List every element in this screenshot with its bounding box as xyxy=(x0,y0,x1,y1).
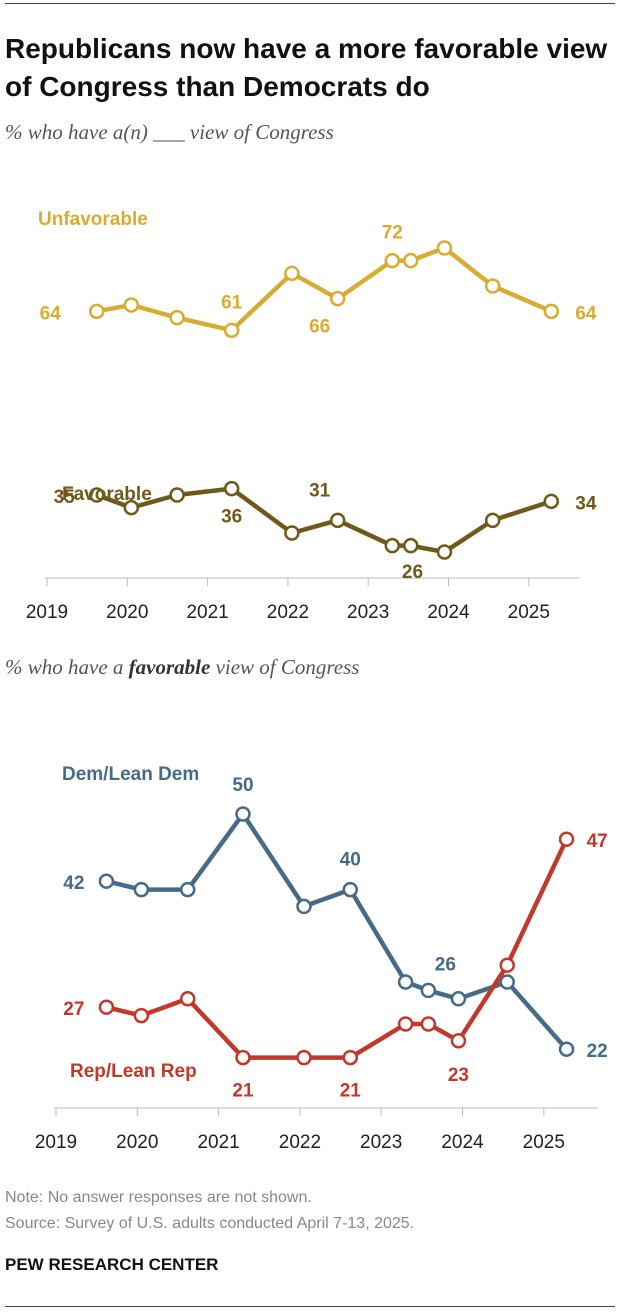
data-point-favorable xyxy=(543,493,560,510)
data-point-rep xyxy=(235,1049,251,1066)
data-label-rep: 47 xyxy=(587,831,608,852)
data-label-rep: 21 xyxy=(340,1081,362,1102)
x-tick-label: 2025 xyxy=(523,1132,565,1153)
x-tick-label: 2021 xyxy=(197,1132,239,1153)
data-point-unfavorable xyxy=(223,322,240,339)
x-tick-label: 2023 xyxy=(347,602,389,623)
data-point-dem xyxy=(296,898,312,915)
data-label-unfavorable: 72 xyxy=(382,223,403,244)
subtitle-suffix: view of Congress xyxy=(210,655,360,679)
x-tick-label: 2024 xyxy=(427,602,470,623)
x-tick-label: 2023 xyxy=(360,1132,402,1153)
data-point-favorable xyxy=(484,512,501,529)
subtitle-prefix: % who have a xyxy=(5,655,129,679)
x-tick-label: 2020 xyxy=(116,1132,158,1153)
data-label-unfavorable: 61 xyxy=(221,292,243,313)
data-point-unfavorable xyxy=(543,303,560,320)
data-point-unfavorable xyxy=(329,290,346,307)
data-point-unfavorable xyxy=(284,265,300,282)
subtitle-emphasis: favorable xyxy=(128,655,211,679)
data-point-unfavorable xyxy=(384,252,401,269)
data-label-unfavorable: 66 xyxy=(309,317,330,338)
data-label-dem: 26 xyxy=(435,954,456,975)
data-label-dem: 22 xyxy=(587,1041,608,1062)
x-tick-label: 2021 xyxy=(186,602,228,623)
data-point-dem xyxy=(558,1041,575,1057)
brand-logo-text: PEW RESEARCH CENTER xyxy=(5,1255,219,1274)
series-name-rep: Rep/Lean Rep xyxy=(70,1061,197,1082)
x-tick-label: 2019 xyxy=(35,1132,77,1153)
data-label-rep: 27 xyxy=(63,999,84,1020)
data-label-dem: 42 xyxy=(63,873,84,894)
data-point-favorable xyxy=(284,525,300,541)
x-tick-label: 2022 xyxy=(279,1132,321,1153)
chart-party-favorability: 2019 2020 2021 2022 2023 2024 2025 42 50 40 26 22 De… xyxy=(35,764,608,1153)
data-point-rep xyxy=(296,1049,312,1066)
data-point-rep xyxy=(450,1033,467,1049)
data-point-favorable xyxy=(123,499,140,516)
bottom-rule xyxy=(5,1306,615,1307)
data-point-unfavorable xyxy=(169,309,185,326)
subtitle-by-party: % who have a favorable view of Congress xyxy=(5,655,359,680)
data-label-favorable: 26 xyxy=(402,562,423,583)
data-point-favorable xyxy=(169,487,185,503)
data-point-dem xyxy=(397,974,414,990)
data-point-favorable xyxy=(89,487,105,503)
series-line-rep xyxy=(104,836,569,1060)
data-label-rep: 23 xyxy=(448,1065,469,1086)
data-label-rep: 21 xyxy=(232,1081,254,1102)
data-point-rep xyxy=(420,1016,437,1032)
data-point-dem xyxy=(133,881,150,898)
data-label-favorable: 31 xyxy=(309,480,331,501)
data-label-favorable: 35 xyxy=(54,487,76,508)
data-point-rep xyxy=(342,1049,359,1066)
data-point-rep xyxy=(558,831,575,847)
data-point-rep xyxy=(499,957,515,973)
data-point-dem xyxy=(179,881,196,898)
chart-overall-favorability: 2019 2020 2021 2022 2023 2024 2025 64 61 66 72 64 Un… xyxy=(26,209,597,623)
data-point-dem xyxy=(342,881,359,898)
data-label-unfavorable: 64 xyxy=(575,303,597,324)
data-point-rep xyxy=(98,999,115,1015)
x-tick-label: 2020 xyxy=(106,602,148,623)
top-rule xyxy=(5,3,615,4)
data-point-unfavorable xyxy=(123,297,140,313)
data-label-unfavorable: 64 xyxy=(40,303,62,324)
data-point-rep xyxy=(397,1016,414,1032)
data-point-unfavorable xyxy=(436,240,453,256)
x-tick-label: 2019 xyxy=(26,602,68,623)
series-name-unfavorable: Unfavorable xyxy=(38,209,148,230)
series-name-dem: Dem/Lean Dem xyxy=(62,764,199,785)
data-point-dem xyxy=(450,991,467,1007)
data-point-rep xyxy=(179,991,196,1007)
data-point-dem xyxy=(420,982,437,999)
data-point-rep xyxy=(133,1007,150,1024)
data-label-favorable: 36 xyxy=(221,507,242,528)
data-point-favorable xyxy=(329,512,346,529)
series-line-dem xyxy=(104,811,569,1052)
source: Source: Survey of U.S. adults conducted … xyxy=(5,1215,415,1232)
series-name-favorable: Favorable xyxy=(62,484,152,505)
data-point-dem xyxy=(235,806,251,822)
x-tick-label: 2022 xyxy=(267,602,309,623)
data-point-unfavorable xyxy=(403,252,419,269)
data-point-dem xyxy=(499,974,515,990)
data-point-favorable xyxy=(223,480,240,497)
x-tick-label: 2024 xyxy=(441,1132,484,1153)
note: Note: No answer responses are not shown. xyxy=(5,1189,312,1206)
data-label-dem: 40 xyxy=(340,850,361,871)
subtitle-overall: % who have a(n) ___ view of Congress xyxy=(5,120,334,144)
chart-title: Republicans now have a more favorable vi… xyxy=(5,33,608,102)
data-point-unfavorable xyxy=(484,278,501,294)
data-point-unfavorable xyxy=(89,303,105,320)
data-point-favorable xyxy=(403,537,419,554)
data-point-favorable xyxy=(436,544,453,560)
data-label-dem: 50 xyxy=(232,775,253,796)
data-label-favorable: 34 xyxy=(575,493,597,514)
x-tick-label: 2025 xyxy=(508,602,550,623)
data-point-dem xyxy=(98,873,115,889)
data-point-favorable xyxy=(384,537,401,554)
